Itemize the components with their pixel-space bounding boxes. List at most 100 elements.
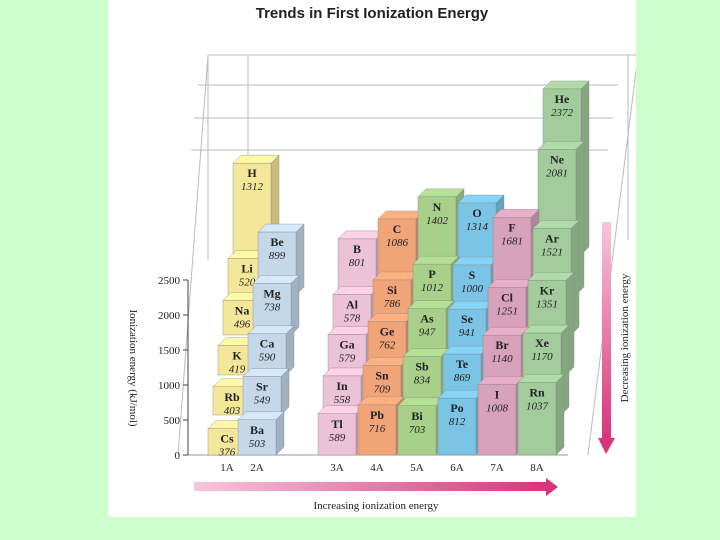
- ionization-energy-chart: Trends in First Ionization Energy 0 500 10…: [127, 5, 636, 512]
- group-label: 3A: [330, 462, 344, 474]
- element-symbol: Mg: [263, 286, 280, 300]
- element-value: 1402: [426, 215, 449, 227]
- element-value: 716: [369, 423, 386, 435]
- bar-top: [327, 326, 375, 335]
- group-labels: 1A 2A 3A 4A 5A 6A 7A 8A: [220, 462, 544, 474]
- element-symbol: C: [393, 222, 402, 236]
- element-symbol: Sn: [375, 368, 389, 382]
- element-value: 578: [344, 313, 361, 325]
- element-symbol: O: [472, 206, 481, 220]
- element-symbol: Ca: [260, 337, 275, 351]
- bar-top: [407, 300, 455, 309]
- bar-top: [447, 300, 495, 310]
- bar-top: [237, 411, 285, 420]
- element-symbol: Sb: [415, 360, 429, 374]
- element-value: 709: [374, 383, 391, 395]
- element-symbol: Se: [461, 312, 474, 326]
- bar-front: [242, 376, 282, 416]
- group-label: 8A: [530, 462, 544, 474]
- element-symbol: Si: [387, 283, 398, 297]
- element-symbol: Ba: [250, 423, 264, 437]
- element-symbol: Cl: [501, 290, 514, 304]
- element-value: 503: [249, 438, 266, 450]
- element-value: 1086: [386, 237, 409, 249]
- element-value: 376: [218, 447, 236, 459]
- bar-front: [397, 405, 437, 456]
- bar-top: [532, 220, 580, 229]
- element-value: 419: [229, 364, 246, 376]
- group-label: 1A: [220, 462, 234, 474]
- element-symbol: P: [428, 267, 435, 281]
- bar-top: [252, 275, 300, 284]
- bar-front: [247, 333, 287, 376]
- element-value: 2372: [551, 107, 574, 119]
- bar-front: [317, 413, 357, 456]
- bar-top: [487, 279, 535, 288]
- element-value: 2081: [546, 167, 568, 179]
- increasing-arrow: [194, 478, 558, 496]
- element-value: 786: [384, 298, 401, 310]
- element-value: 899: [269, 250, 286, 262]
- element-value: 520: [239, 277, 256, 289]
- element-value: 590: [259, 352, 276, 364]
- element-symbol: I: [495, 387, 500, 401]
- element-value: 738: [264, 301, 281, 313]
- bar-top: [337, 230, 385, 240]
- y-tick-label: 500: [164, 415, 181, 427]
- element-value: 496: [234, 318, 251, 330]
- bar-top: [522, 324, 570, 334]
- element-symbol: B: [353, 242, 361, 256]
- element-symbol: Kr: [540, 283, 555, 297]
- element-value: 1314: [466, 221, 489, 233]
- element-value: 1521: [541, 247, 563, 259]
- element-value: 403: [224, 405, 241, 417]
- bar-top: [527, 272, 575, 281]
- element-value: 703: [409, 424, 426, 436]
- bar-top: [362, 357, 410, 366]
- element-symbol: K: [232, 349, 242, 363]
- bar-top: [492, 209, 540, 218]
- bar-top: [482, 327, 530, 336]
- element-value: 869: [454, 372, 471, 384]
- bar-front: [237, 419, 277, 456]
- figure-card: Trends in First Ionization Energy 0 500 10…: [108, 0, 636, 517]
- element-symbol: H: [247, 166, 257, 180]
- bar-top: [372, 271, 420, 281]
- group-label: 2A: [250, 462, 264, 474]
- element-value: 801: [349, 257, 366, 269]
- group-label: 6A: [450, 462, 464, 474]
- element-symbol: Xe: [535, 336, 550, 350]
- element-symbol: Tl: [331, 417, 343, 431]
- element-value: 549: [254, 395, 271, 407]
- bar-side: [285, 325, 295, 376]
- element-value: 1170: [531, 351, 553, 363]
- bar-top: [332, 286, 380, 295]
- element-symbol: Ne: [550, 152, 565, 166]
- element-value: 941: [459, 327, 476, 339]
- chart-title: Trends in First Ionization Energy: [256, 5, 489, 22]
- bar-top: [232, 154, 280, 164]
- bar-front: [477, 384, 517, 456]
- group-label: 5A: [410, 462, 424, 474]
- bar-top: [367, 313, 415, 322]
- y-axis-label: Ionization energy (kJ/mol): [127, 309, 139, 426]
- frame-outline: [177, 54, 636, 456]
- y-tick-label: 1000: [158, 380, 181, 392]
- element-symbol: Br: [495, 338, 509, 352]
- decreasing-arrow: [598, 222, 615, 454]
- element-value: 1251: [496, 305, 518, 317]
- bar-top: [402, 348, 450, 357]
- element-symbol: Bi: [411, 409, 423, 423]
- element-symbol: Pb: [370, 408, 384, 422]
- element-symbol: Al: [346, 298, 359, 312]
- bar-top: [247, 325, 295, 334]
- bar-top: [417, 188, 465, 198]
- decreasing-arrow-head: [598, 438, 615, 454]
- bar-top: [537, 141, 585, 150]
- element-symbol: Po: [450, 401, 463, 415]
